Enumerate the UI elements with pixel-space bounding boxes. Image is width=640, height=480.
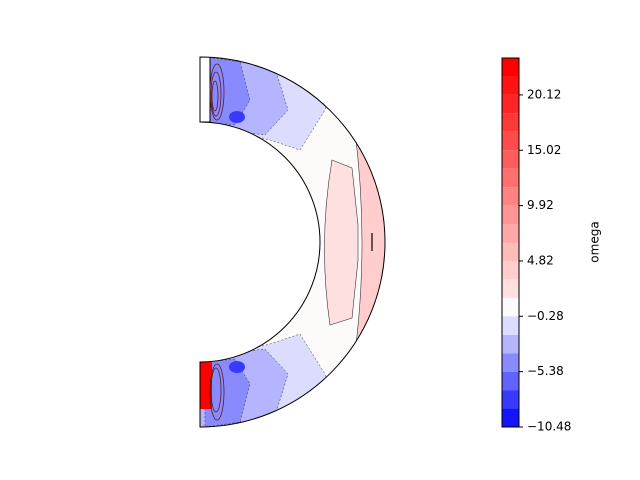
contour-field: [200, 57, 385, 427]
contour-region: [229, 111, 245, 123]
annulus-outline: [199, 56, 386, 428]
contour-line: [209, 63, 225, 121]
colorbar-band: [502, 297, 519, 317]
colorbar-band: [502, 205, 519, 225]
contour-line: [210, 71, 222, 117]
colorbar-band: [502, 150, 519, 169]
colorbar-band: [502, 58, 519, 77]
colorbar-band: [502, 187, 519, 206]
colorbar-band: [502, 224, 519, 243]
colorbar-band: [502, 94, 519, 114]
colorbar-band: [502, 334, 519, 354]
colorbar-band: [502, 353, 519, 372]
contour-line: [210, 367, 222, 413]
contour-region: [229, 361, 245, 373]
contour-line: [211, 80, 219, 112]
colorbar: −10.48 −5.38 −0.28 4.82 9.92 15.02 20.12: [501, 57, 571, 434]
colorbar-band: [502, 260, 519, 280]
colorbar-band: [502, 316, 519, 335]
colorbar-band: [502, 408, 519, 427]
colorbar-band: [502, 390, 519, 409]
colorbar-band: [502, 279, 519, 298]
contour-region: [324, 159, 359, 326]
tick-label: 9.92: [527, 198, 554, 212]
tick-label: −10.48: [527, 420, 571, 434]
colorbar-band: [502, 371, 519, 391]
tick-label: −0.28: [527, 309, 564, 323]
tick-label: 4.82: [527, 253, 554, 267]
colorbar-label: omega: [588, 221, 602, 262]
colorbar-band: [502, 242, 519, 261]
contour-region: [200, 361, 212, 409]
colorbar-band: [502, 168, 519, 188]
colorbar-band: [502, 113, 519, 132]
contour-line: [209, 363, 225, 421]
tick-label: −5.38: [527, 364, 564, 378]
blank-region: [200, 57, 211, 123]
tick-label: 15.02: [527, 143, 561, 157]
colorbar-band: [502, 76, 519, 95]
colorbar-frame: [501, 57, 520, 428]
tick-label: 20.12: [527, 87, 561, 101]
colorbar-band: [502, 131, 519, 151]
